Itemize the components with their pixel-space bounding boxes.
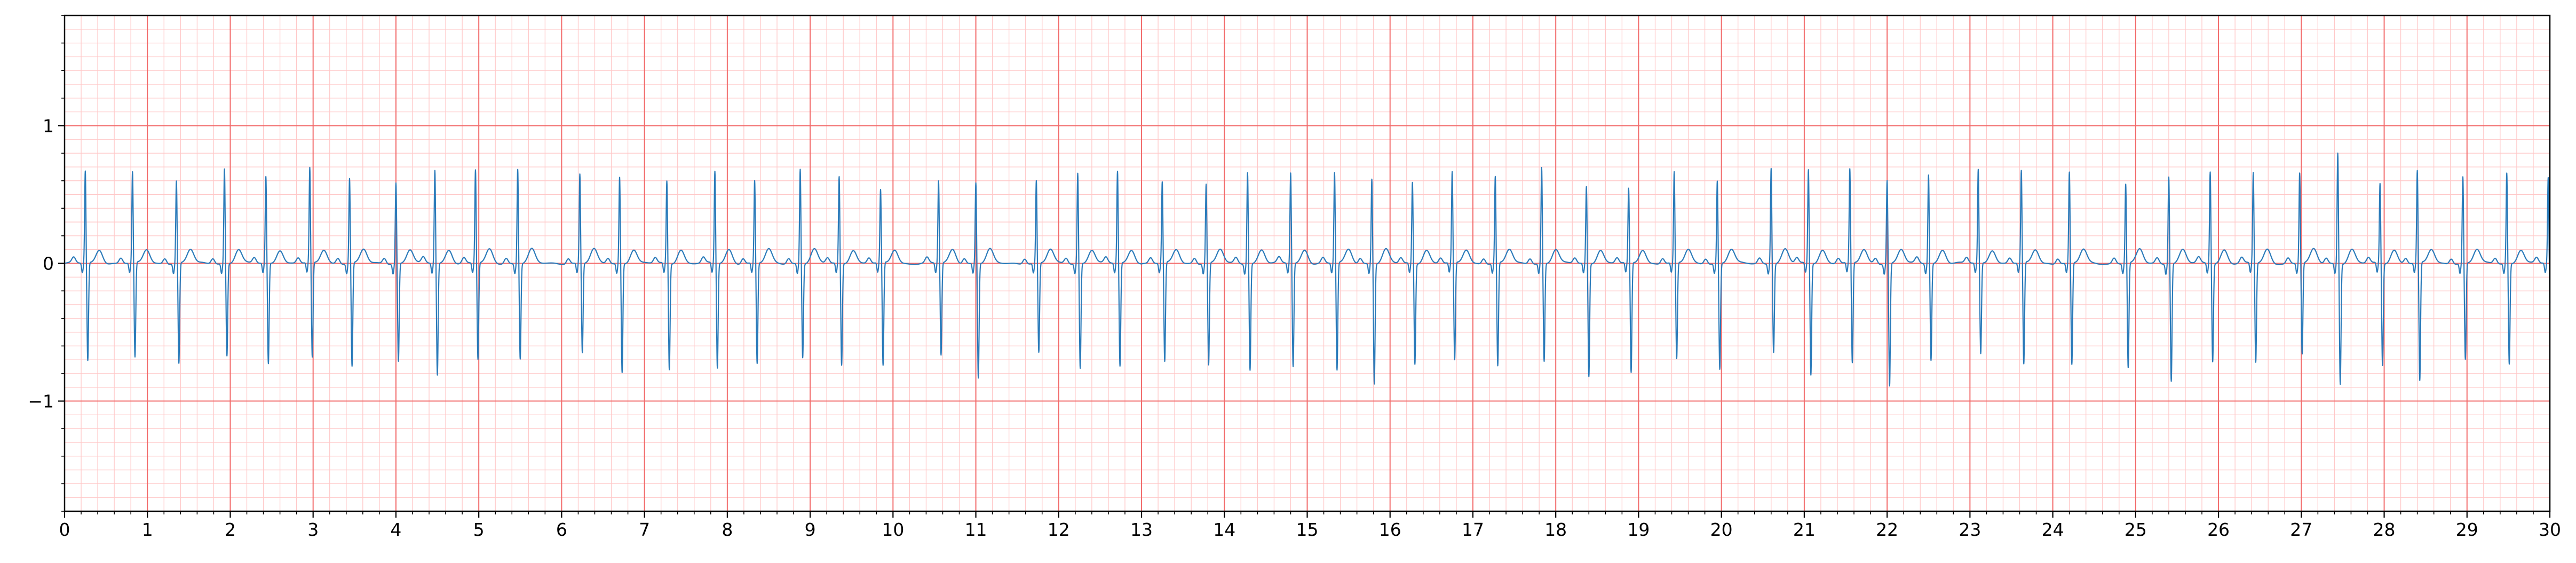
x-tick-label: 28 bbox=[2373, 519, 2396, 540]
x-tick-label: 1 bbox=[142, 519, 153, 540]
ecg-r-peak-point bbox=[754, 180, 756, 182]
ecg-r-peak-point bbox=[2125, 183, 2127, 185]
ecg-r-peak-point bbox=[1628, 188, 1630, 190]
x-tick-label: 18 bbox=[1544, 519, 1567, 540]
ecg-r-peak-point bbox=[1770, 166, 1772, 168]
x-tick-label: 14 bbox=[1213, 519, 1235, 540]
ecg-trace-layer bbox=[64, 150, 2551, 387]
x-tick-label: 13 bbox=[1130, 519, 1153, 540]
ecg-r-peak-point bbox=[1077, 171, 1079, 173]
x-tick-label: 25 bbox=[2125, 519, 2147, 540]
x-tick-label: 30 bbox=[2539, 519, 2561, 540]
ecg-r-peak-point bbox=[1977, 169, 1979, 171]
ecg-r-peak-point bbox=[2337, 150, 2339, 153]
x-tick-label: 22 bbox=[1876, 519, 1898, 540]
ecg-r-peak-point bbox=[1161, 181, 1163, 183]
x-tick-label: 7 bbox=[639, 519, 650, 540]
x-tick-label: 11 bbox=[965, 519, 987, 540]
ecg-trace-line bbox=[64, 152, 2551, 387]
ecg-r-peak-point bbox=[838, 176, 840, 178]
ecg-r-peak-point bbox=[666, 180, 668, 182]
x-tick-label: 4 bbox=[390, 519, 401, 540]
ecg-r-peak-point bbox=[1586, 185, 1588, 187]
ecg-r-peak-point bbox=[1886, 178, 1888, 180]
x-tick-label: 17 bbox=[1462, 519, 1484, 540]
x-axis: 0 1 2 3 4 5 6 7 8 9 10 11 12 13 14 15 16 17 18 19 20 21 22 23 24… bbox=[59, 511, 2561, 540]
x-tick-label: 8 bbox=[722, 519, 733, 540]
ecg-r-peak-point bbox=[131, 171, 133, 173]
x-tick-label: 0 bbox=[59, 519, 70, 540]
x-tick-label: 23 bbox=[1959, 519, 1981, 540]
x-tick-label: 19 bbox=[1627, 519, 1650, 540]
ecg-r-peak-point bbox=[1716, 180, 1718, 182]
ecg-r-peak-point bbox=[619, 176, 621, 178]
x-tick-label: 21 bbox=[1793, 519, 1816, 540]
ecg-r-peak-point bbox=[2168, 174, 2170, 176]
ecg-r-peak-point bbox=[1673, 171, 1675, 173]
ecg-r-peak-point bbox=[1412, 181, 1414, 183]
x-tick-label: 6 bbox=[556, 519, 567, 540]
y-tick-label: −1 bbox=[28, 391, 54, 412]
ecg-r-peak-point bbox=[348, 177, 351, 179]
x-tick-label: 12 bbox=[1048, 519, 1070, 540]
ecg-r-peak-point bbox=[265, 176, 267, 178]
ecg-r-peak-point bbox=[579, 173, 581, 175]
ecg-r-peak-point bbox=[2379, 183, 2381, 185]
ecg-r-peak-point bbox=[2462, 176, 2464, 178]
ecg-r-peak-point bbox=[434, 169, 436, 171]
ecg-r-peak-point bbox=[799, 167, 801, 169]
y-tick-label: 1 bbox=[43, 115, 54, 136]
ecg-r-peak-point bbox=[395, 181, 397, 183]
x-tick-label: 26 bbox=[2207, 519, 2230, 540]
y-axis: 1 0 −1 bbox=[28, 15, 65, 512]
ecg-r-peak-point bbox=[975, 181, 977, 183]
ecg-r-peak-point bbox=[1205, 183, 1207, 185]
ecg-r-peak-point bbox=[2298, 171, 2301, 173]
ecg-r-peak-point bbox=[1289, 171, 1291, 173]
x-tick-label: 20 bbox=[1710, 519, 1733, 540]
ecg-r-peak-point bbox=[1451, 171, 1453, 173]
x-tick-label: 29 bbox=[2456, 519, 2478, 540]
major-grid bbox=[64, 15, 2550, 511]
ecg-r-peak-point bbox=[1035, 180, 1037, 182]
ecg-r-peak-point bbox=[1371, 177, 1373, 179]
x-tick-label: 15 bbox=[1296, 519, 1319, 540]
ecg-r-peak-point bbox=[1334, 171, 1336, 173]
ecg-r-peak-point bbox=[1849, 169, 1851, 171]
x-tick-label: 16 bbox=[1379, 519, 1401, 540]
ecg-r-peak-point bbox=[84, 170, 86, 172]
ecg-r-peak-point bbox=[224, 167, 226, 169]
x-tick-label: 9 bbox=[805, 519, 816, 540]
ecg-r-peak-point bbox=[1247, 170, 1249, 172]
ecg-r-peak-point bbox=[308, 167, 311, 169]
ecg-r-peak-point bbox=[938, 180, 940, 182]
x-tick-label: 5 bbox=[473, 519, 485, 540]
ecg-r-peak-point bbox=[2252, 171, 2254, 173]
ecg-r-peak-point bbox=[176, 180, 178, 182]
ecg-r-peak-point bbox=[2547, 177, 2549, 179]
x-tick-label: 3 bbox=[307, 519, 319, 540]
ecg-r-peak-point bbox=[2209, 170, 2212, 172]
x-tick-label: 10 bbox=[882, 519, 904, 540]
y-tick-label: 0 bbox=[43, 253, 54, 274]
x-tick-label: 27 bbox=[2290, 519, 2312, 540]
ecg-r-peak-point bbox=[517, 167, 519, 169]
ecg-r-peak-point bbox=[2506, 171, 2508, 173]
ecg-r-peak-point bbox=[2068, 171, 2071, 173]
ecg-r-peak-point bbox=[879, 189, 882, 192]
ecg-r-peak-point bbox=[714, 170, 716, 172]
ecg-r-peak-point bbox=[2020, 170, 2023, 172]
x-tick-label: 2 bbox=[225, 519, 236, 540]
ecg-r-peak-point bbox=[1808, 169, 1810, 171]
ecg-r-peak-point bbox=[1116, 170, 1119, 172]
x-tick-label: 24 bbox=[2042, 519, 2064, 540]
ecg-r-peak-point bbox=[2416, 170, 2419, 172]
ecg-r-peak-point bbox=[1928, 173, 1930, 175]
ecg-r-peak-point bbox=[1494, 176, 1496, 178]
ecg-r-peak-point bbox=[1541, 166, 1543, 168]
ecg-r-peak-point bbox=[474, 169, 477, 171]
